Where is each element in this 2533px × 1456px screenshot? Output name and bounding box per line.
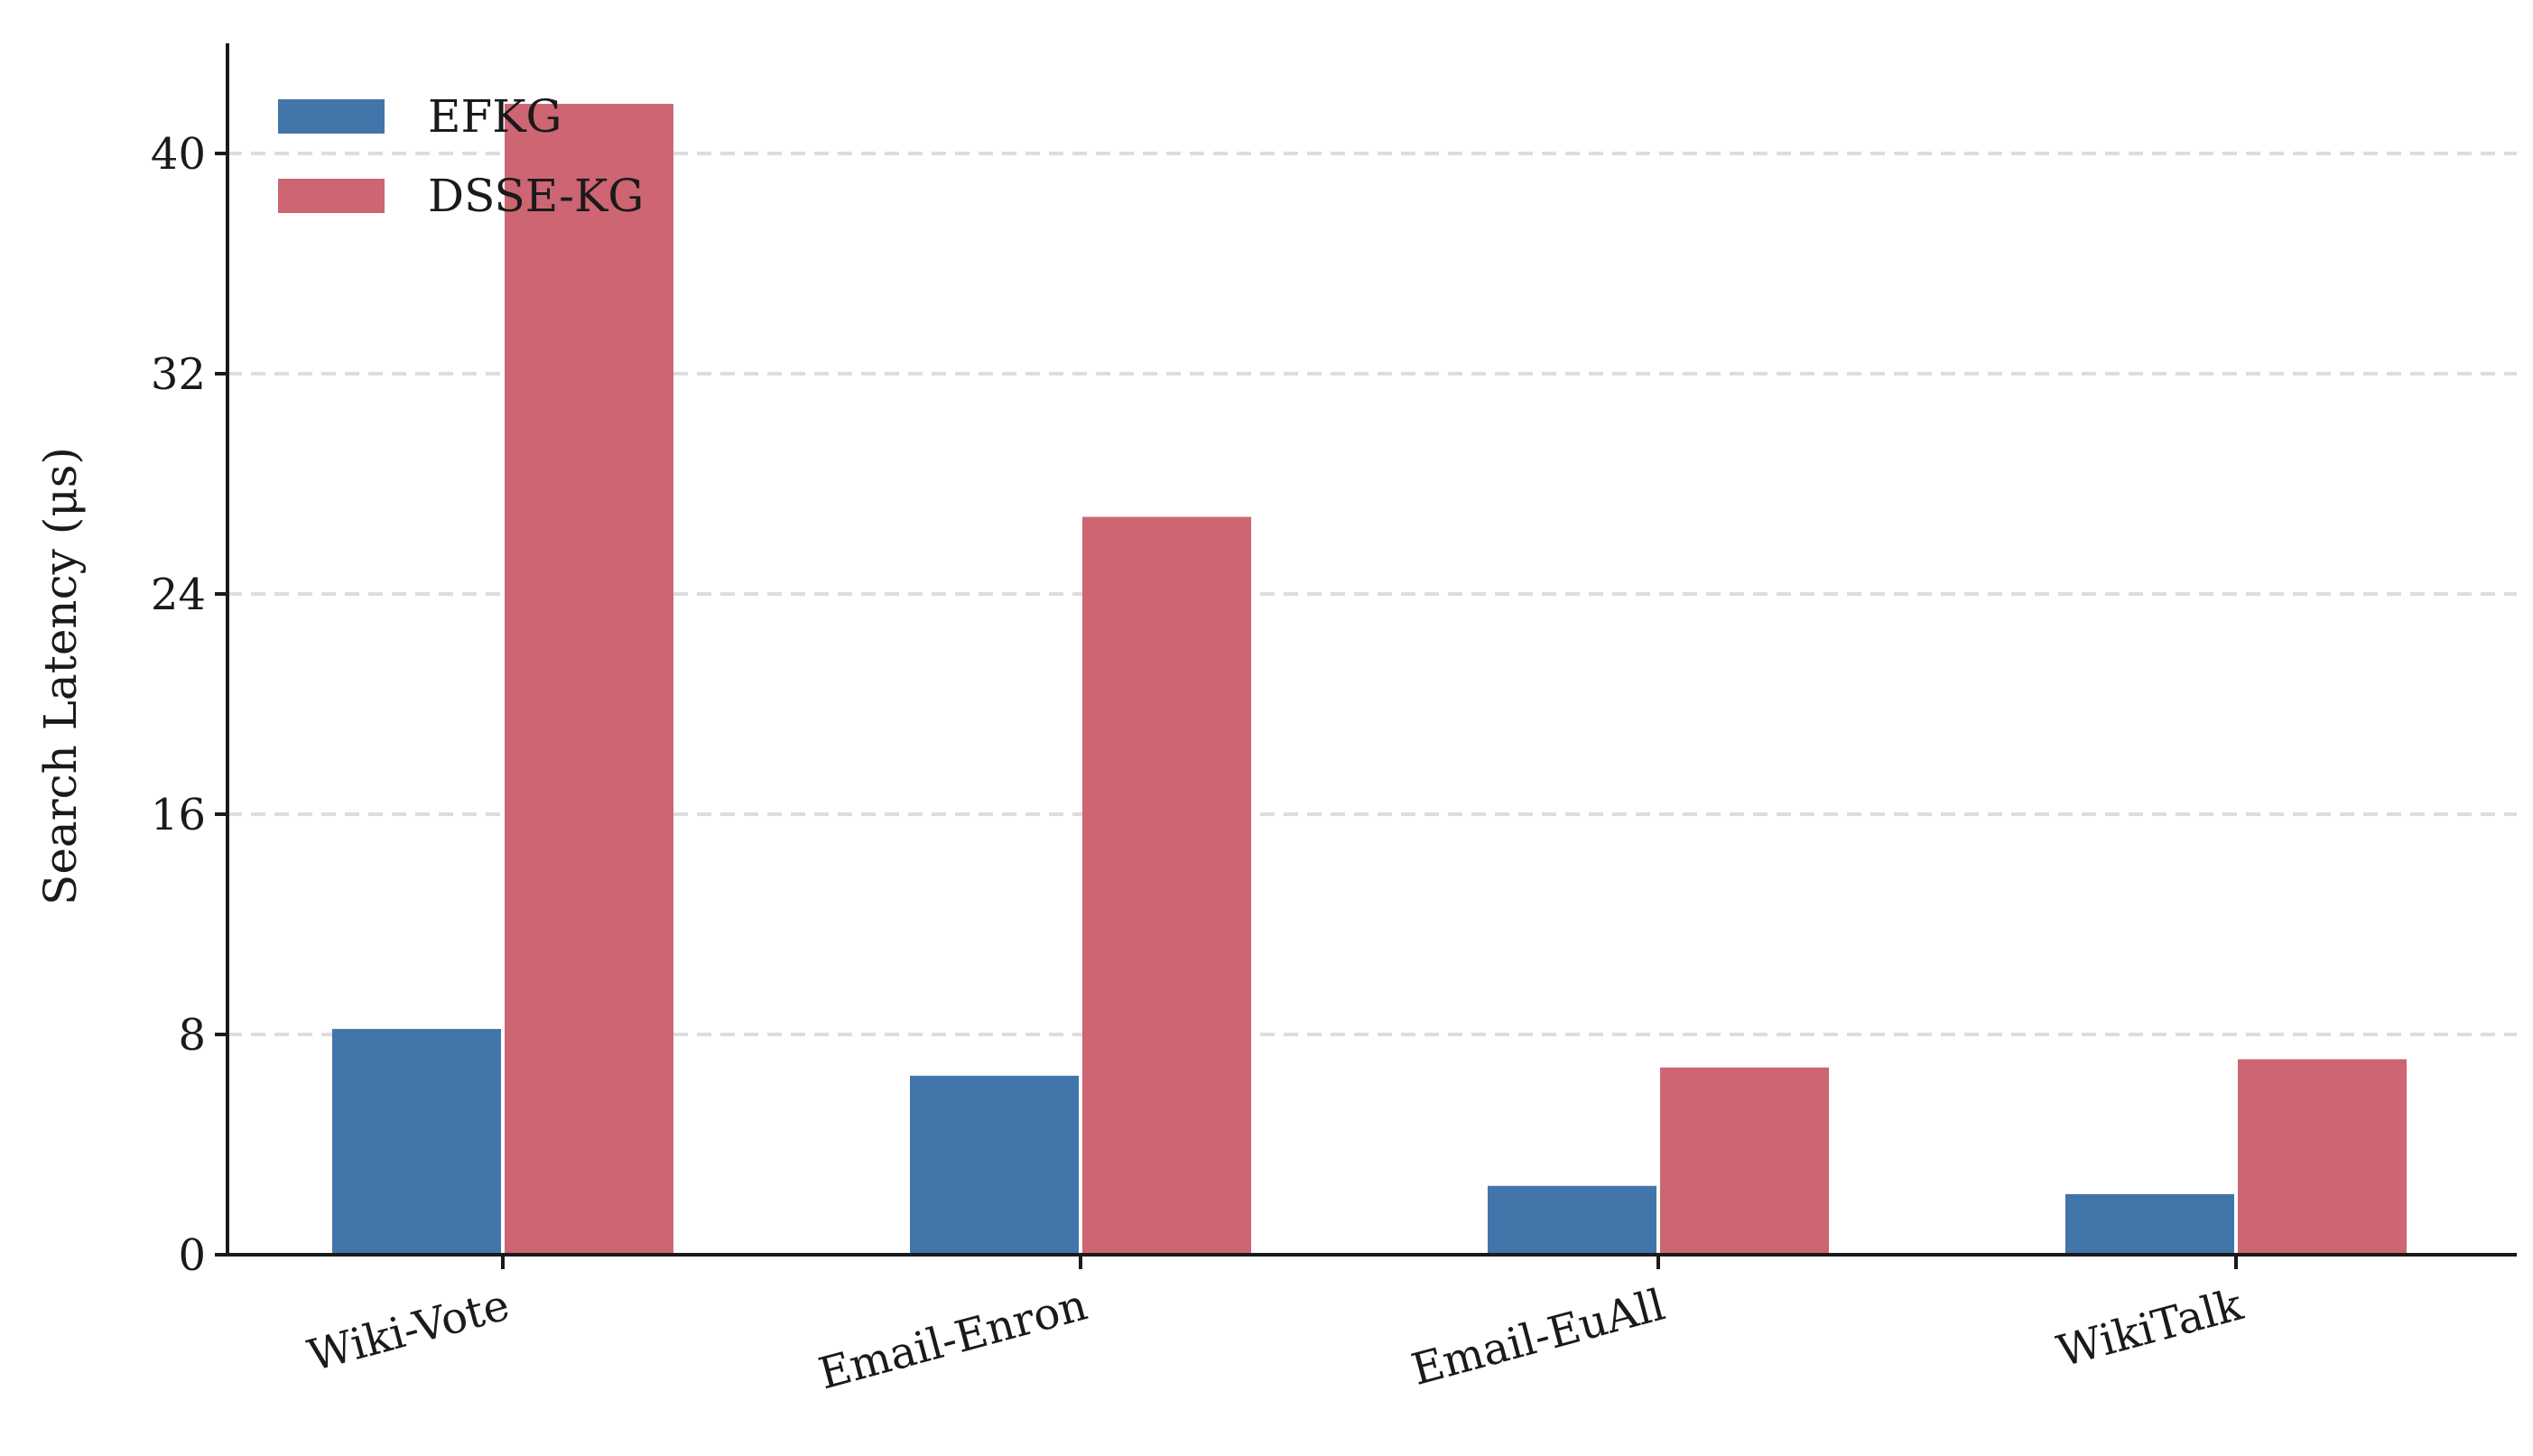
legend-label-dsse-kg: DSSE-KG bbox=[428, 170, 644, 222]
bar-efkg-wiki-vote bbox=[332, 1028, 501, 1255]
y-tick-label: 8 bbox=[178, 1010, 206, 1061]
bar-dsse-kg-email-euall bbox=[1660, 1067, 1829, 1255]
bar-dsse-kg-wiki-vote bbox=[505, 104, 673, 1256]
x-ticks: Wiki-Vote Email-Enron Email-EuAll WikiTalk bbox=[303, 1255, 2249, 1399]
y-tick-label: 40 bbox=[151, 129, 206, 180]
bar-efkg-wikitalk bbox=[2065, 1193, 2234, 1255]
y-axis-label: Search Latency (μs) bbox=[34, 447, 87, 905]
bars bbox=[332, 104, 2407, 1256]
x-tick-label: Email-EuAll bbox=[1406, 1279, 1670, 1395]
bar-dsse-kg-email-enron bbox=[1082, 516, 1251, 1255]
x-tick-label: Email-Enron bbox=[813, 1279, 1092, 1399]
bar-efkg-email-enron bbox=[910, 1075, 1079, 1255]
legend-swatch-dsse-kg bbox=[278, 179, 385, 213]
bar-efkg-email-euall bbox=[1488, 1185, 1656, 1255]
y-tick-label: 16 bbox=[151, 790, 206, 840]
axes bbox=[226, 43, 2517, 1257]
y-ticks: 0 8 16 24 32 40 bbox=[151, 129, 227, 1281]
legend-label-efkg: EFKG bbox=[428, 90, 562, 143]
y-tick-label: 0 bbox=[178, 1230, 206, 1281]
y-tick-label: 32 bbox=[151, 349, 206, 400]
bar-dsse-kg-wikitalk bbox=[2238, 1059, 2407, 1255]
x-tick-label: Wiki-Vote bbox=[303, 1279, 515, 1381]
legend-swatch-efkg bbox=[278, 99, 385, 134]
legend: EFKG DSSE-KG bbox=[278, 90, 644, 222]
y-tick-label: 24 bbox=[151, 570, 206, 620]
x-tick-label: WikiTalk bbox=[2052, 1279, 2249, 1377]
